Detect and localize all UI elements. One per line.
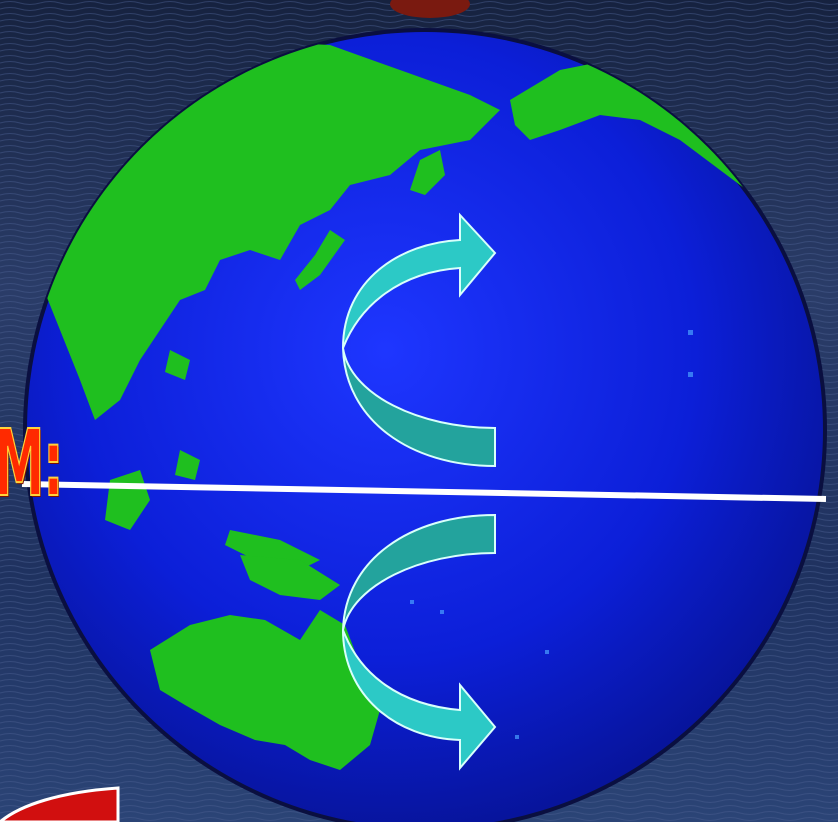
partial-edge-label: M: bbox=[0, 418, 62, 510]
